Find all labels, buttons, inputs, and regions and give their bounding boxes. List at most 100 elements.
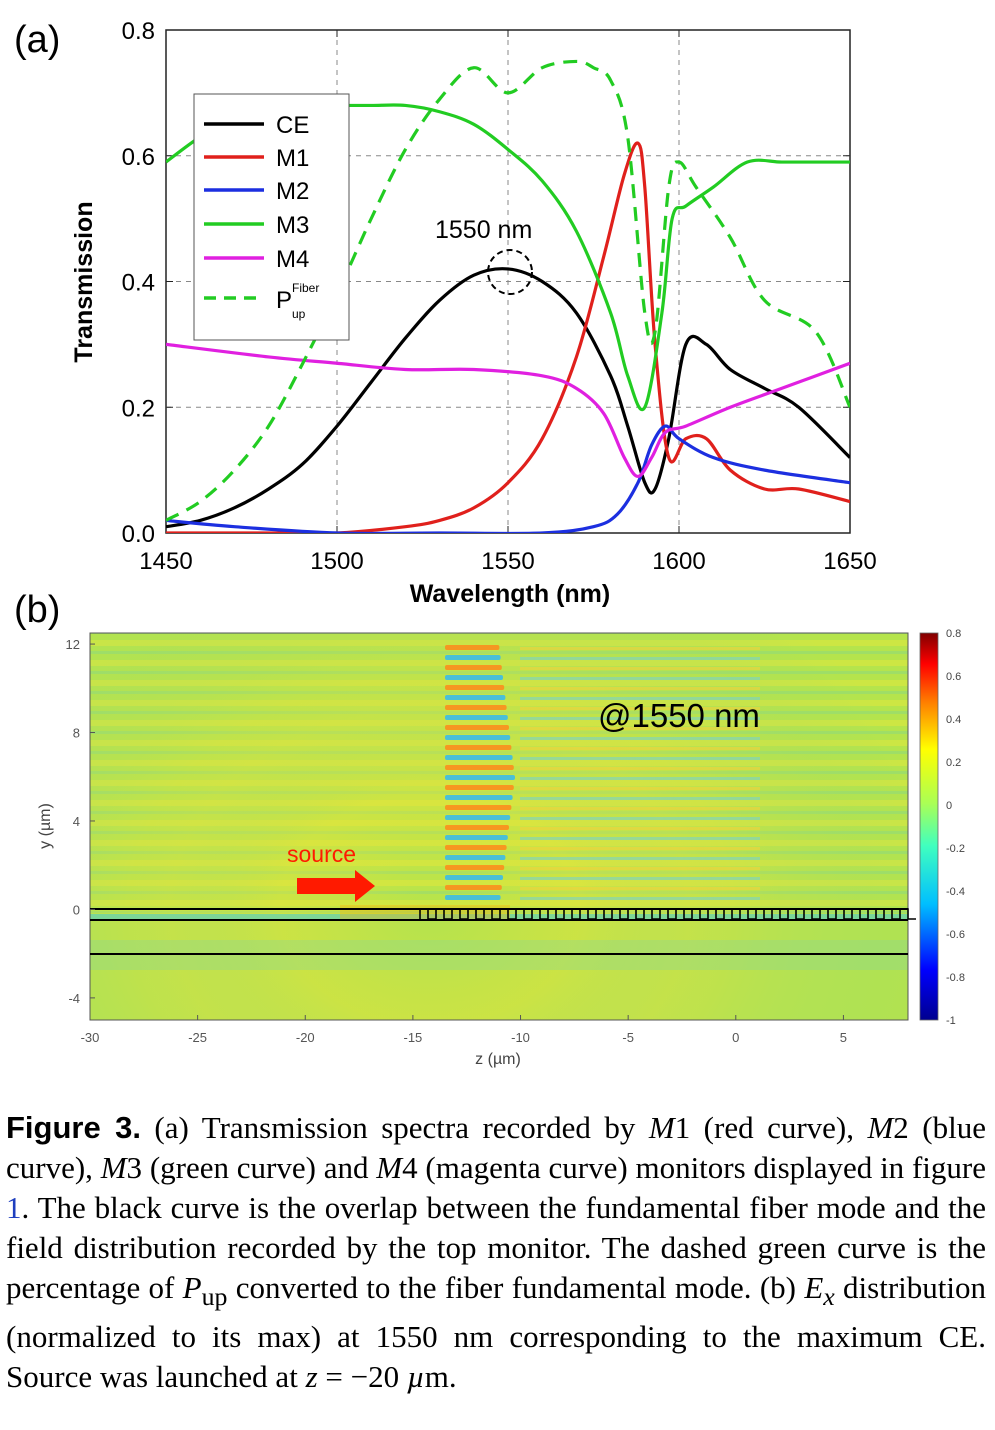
caption-text: . The black curve is the overlap between…: [6, 1190, 986, 1305]
tick-label-x: 1500: [310, 548, 363, 575]
max-ce-marker: [487, 249, 533, 295]
tick-label-x: -10: [511, 1030, 530, 1045]
beam-stripe: [445, 685, 505, 690]
plot-a-ylabel: Transmission: [70, 201, 98, 362]
beam-stripe: [445, 725, 509, 730]
colorbar-tick-label: 0: [946, 800, 952, 812]
tick-label-x: -15: [403, 1030, 422, 1045]
colorbar-tick-label: -1: [946, 1015, 956, 1027]
source-arrow: [297, 870, 375, 902]
caption-math: M: [376, 1150, 403, 1185]
tick-label-x: 1600: [652, 548, 705, 575]
tick-label-y: 8: [73, 726, 80, 741]
legend-m4: M4: [276, 246, 309, 273]
tick-label-y: 0.2: [122, 395, 155, 422]
legend-ce: CE: [276, 112, 309, 139]
beam-stripe: [445, 705, 507, 710]
beam-stripe: [445, 745, 512, 750]
beam-tail: [520, 717, 760, 720]
tick-label-y: 0: [73, 902, 80, 917]
caption-label: Figure 3.: [6, 1110, 141, 1145]
panel-a-label: (a): [14, 19, 60, 61]
tick-label-y: 0.0: [122, 521, 155, 548]
beam-tail: [520, 767, 760, 770]
colorbar-tick-label: 0.2: [946, 757, 961, 769]
beam-stripe: [445, 805, 512, 810]
beam-tail: [520, 667, 760, 670]
plot-a-xlabel: Wavelength (nm): [410, 580, 610, 608]
caption-math: M: [867, 1110, 894, 1145]
colorbar-tick-label: -0.6: [946, 929, 965, 941]
beam-tail: [520, 677, 760, 680]
tick-label-x: 1650: [823, 548, 876, 575]
colorbar-ticks: 0.8 0.6 0.4 0.2 0 -0.2 -0.4 -0.6 -0.8 -1: [946, 628, 965, 1027]
caption-text: m.: [424, 1359, 457, 1395]
beam-stripe: [445, 875, 503, 880]
beam-stripe: [445, 775, 515, 780]
beam-tail: [520, 787, 760, 790]
beam-tail: [520, 647, 760, 650]
plot-a-legend: CE M1 M2 M3 M4 P Fiber up: [193, 93, 350, 341]
figure-caption: Figure 3. (a) Transmission spectra recor…: [6, 1108, 986, 1397]
series-line-m1: [166, 141, 850, 533]
beam-stripe: [445, 755, 513, 760]
beam-tail: [520, 797, 760, 800]
tick-label-x: -30: [81, 1030, 100, 1045]
series-line-m2: [166, 424, 850, 533]
tick-label-y: 0.4: [122, 270, 155, 297]
caption-figure-link[interactable]: 1: [6, 1190, 22, 1225]
caption-text: 2 (blue curve),: [6, 1110, 986, 1185]
beam-tail: [520, 867, 760, 870]
beam-stripe: [445, 695, 506, 700]
beam-tail: [520, 877, 760, 880]
plot-a-ticks: 1450 1500 1550 1600 1650 0.0 0.2 0.4 0.6 0.8: [122, 18, 877, 575]
beam-tail: [520, 727, 760, 730]
beam-tail: [520, 897, 760, 900]
caption-text: (a) Transmission spectra recorded by: [140, 1110, 649, 1145]
beam-tail: [520, 657, 760, 660]
beam-stripe: [445, 815, 511, 820]
beam-stripe: [445, 765, 514, 770]
beam-stripe: [445, 665, 502, 670]
tick-label-y: 0.8: [122, 18, 155, 45]
beam-stripe: [445, 845, 507, 850]
beam-tail: [520, 687, 760, 690]
tick-label-x: -20: [296, 1030, 315, 1045]
beam-stripe: [445, 835, 508, 840]
source-label: source: [287, 841, 356, 867]
caption-math: M: [648, 1110, 675, 1145]
max-ce-annotation: 1550 nm: [435, 216, 532, 244]
legend-m1: M1: [276, 145, 309, 172]
colorbar-tick-label: -0.2: [946, 843, 965, 855]
beam-tail: [520, 887, 760, 890]
beam-stripe: [445, 785, 514, 790]
panel-b-label: (b): [14, 589, 60, 631]
tick-label-x: 1450: [139, 548, 192, 575]
beam-stripe: [445, 675, 503, 680]
field-map-frame: [89, 632, 909, 1021]
beam-stripe: [445, 885, 502, 890]
colorbar-tick-label: 0.4: [946, 714, 961, 726]
beam-stripe: [445, 895, 501, 900]
caption-math: µ: [406, 1359, 425, 1395]
beam-stripe: [445, 795, 513, 800]
beam-tail: [520, 757, 760, 760]
figure: (a) 1450 1500 1550 1600 16500.00.20.40.60.8 …: [14, 18, 965, 1068]
tick-label-x: 0: [732, 1030, 739, 1045]
legend-pup-sup: Fiber: [292, 281, 319, 295]
series-line-ce: [166, 267, 850, 529]
series-line-p-up-fiber: [166, 59, 850, 522]
field-map: [90, 633, 908, 1020]
caption-text: 1 (red curve),: [674, 1110, 868, 1145]
series-line-m4: [166, 342, 850, 479]
tick-label-x: 5: [840, 1030, 847, 1045]
tick-label-x: -25: [188, 1030, 207, 1045]
colorbar-tick-label: -0.8: [946, 972, 965, 984]
tick-label-y: -4: [68, 991, 80, 1006]
tick-label-x: -5: [622, 1030, 634, 1045]
beam-stripe: [445, 715, 508, 720]
beam-tail: [520, 697, 760, 700]
beam-tail: [520, 777, 760, 780]
beam-tail: [520, 827, 760, 830]
beam-stripe: [445, 865, 505, 870]
